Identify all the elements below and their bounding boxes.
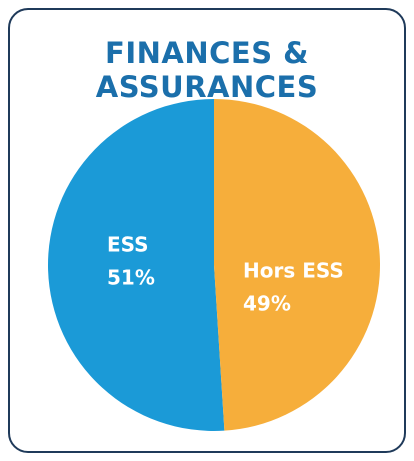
pie-slice <box>47 99 225 432</box>
chart-title: FINANCES & ASSURANCES <box>95 36 319 104</box>
pie-slice <box>214 99 380 431</box>
slice-label: Hors ESS <box>243 259 344 283</box>
card <box>8 8 406 453</box>
slice-label: ESS <box>107 233 149 257</box>
slice-value-label: 51% <box>107 266 155 290</box>
slice-value-label: 49% <box>243 292 291 316</box>
